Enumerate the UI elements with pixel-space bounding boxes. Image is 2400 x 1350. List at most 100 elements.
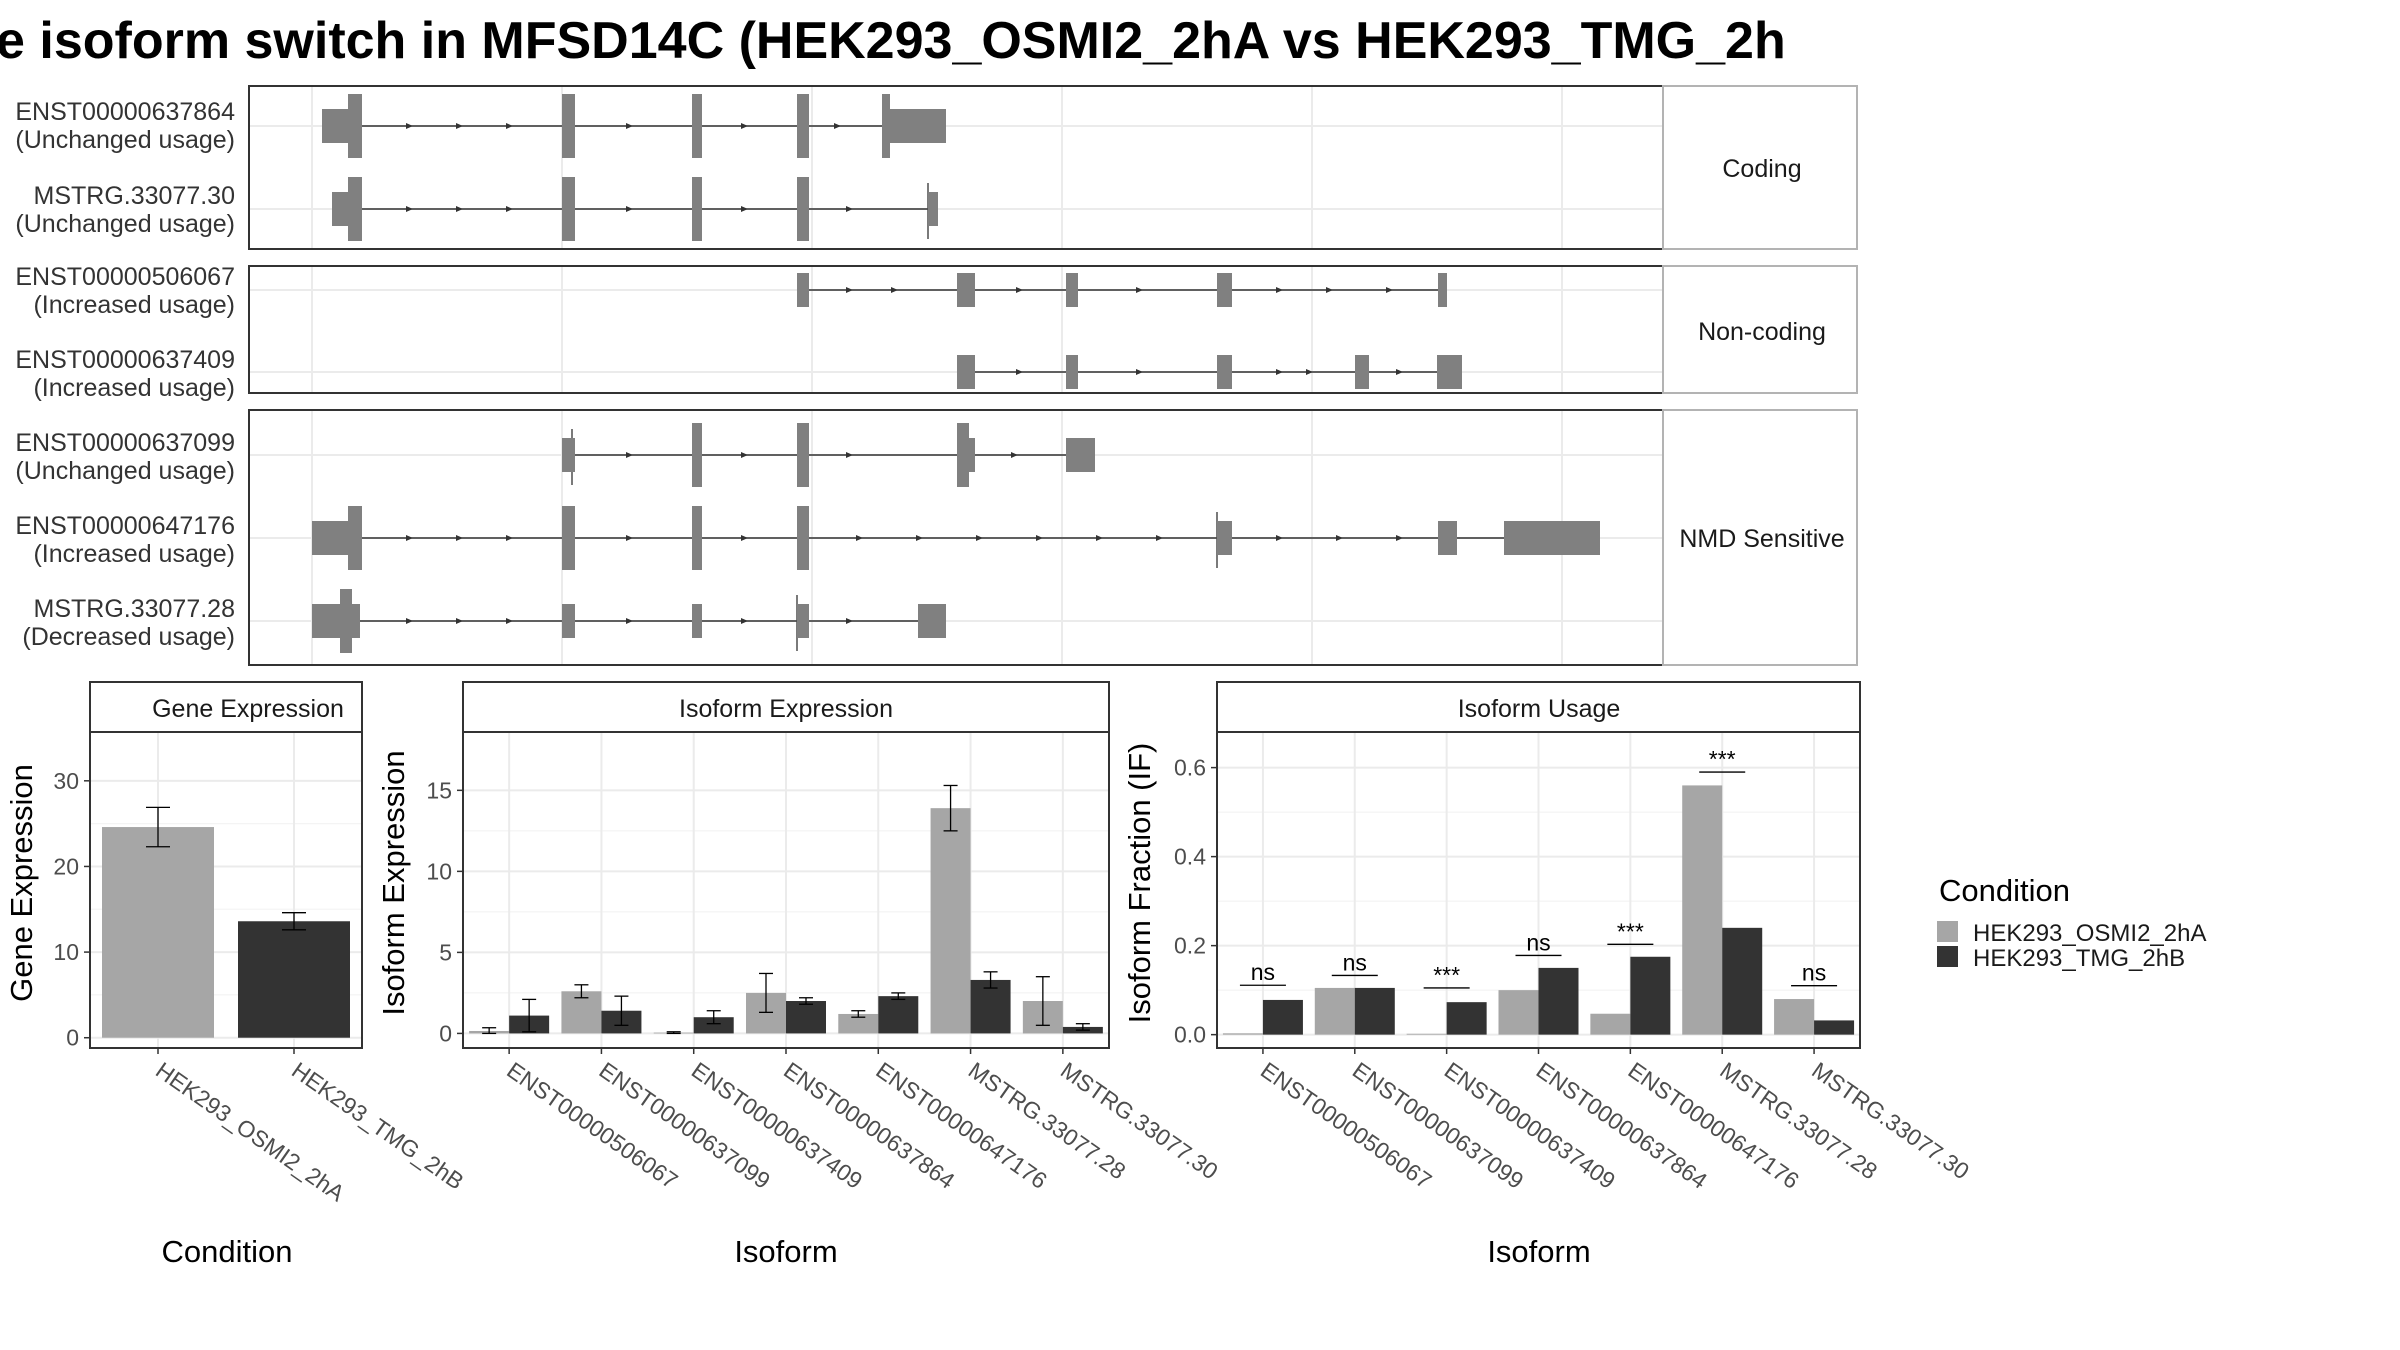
utr-exon [562,438,575,472]
strand-arrow [1156,535,1163,541]
coding-exon [562,506,575,570]
isoform-usage-y-axis-label: Isoform Fraction (IF) [1122,743,1157,1024]
bar [102,827,214,1038]
facet-strip [1662,265,1858,394]
structure-frames [248,85,1858,666]
panel-strip [1216,681,1861,733]
strand-arrow [626,618,633,624]
panel-strip [89,681,363,733]
isoform-label-id: ENST00000637409 [15,346,235,374]
strand-arrow [741,618,748,624]
facet-strip [1662,409,1858,666]
facet-strip-label-coding: Coding [1722,155,1801,183]
bar [693,1017,734,1034]
coding-exon [797,506,809,570]
utr-exon [1217,355,1232,389]
x-tick-label: ENST00000637864 [779,1057,960,1194]
bar [1354,987,1395,1035]
isoform-usage-strip-title: Isoform Usage [1458,695,1621,723]
panel-frame [89,731,363,1049]
bar [1774,999,1815,1035]
strand-arrow [976,535,983,541]
coding-exon [340,589,352,653]
strand-arrow [456,618,463,624]
utr-exon [797,604,809,638]
x-tick-label: MSTRG.33077.28 [964,1057,1131,1185]
y-tick-label: 15 [426,777,452,803]
utr-exon [692,604,702,638]
legend-title: Condition [1939,873,2070,908]
isoform-label-usage: (Increased usage) [33,374,235,402]
gene-expression-strip-title: Gene Expression [152,695,344,723]
x-tick-label: ENST00000637099 [595,1057,775,1194]
isoform-label-id: ENST00000506067 [15,263,235,291]
utr-exon [1066,355,1078,389]
facet-background [249,86,1663,249]
panel-frame [462,731,1110,1049]
isoform-label-usage: (Decreased usage) [22,623,235,651]
strand-arrow [626,123,633,129]
significance-label: *** [1617,918,1644,944]
bar [930,808,971,1034]
bar [1682,785,1723,1035]
bar [1498,990,1539,1035]
significance-label: ns [1343,949,1367,975]
utr-exon [332,192,350,226]
strand-arrow [1016,369,1023,375]
strand-arrow [856,535,863,541]
isoform-usage-panel: 0.0 0.2 0.4 0.6 ns ns *** ns *** *** ns ENST0000050… [1122,681,1974,1269]
utr-exon [1066,273,1078,307]
isoform-expression-panel: 051015ENST00000506067ENST00000637099ENST… [376,681,1223,1269]
y-tick-label: 0.4 [1174,844,1206,870]
strand-arrow [626,535,633,541]
legend-key-tmg [1937,946,1958,967]
bar [238,921,350,1038]
strand-arrow [1396,369,1403,375]
utr-exon [562,604,575,638]
strand-arrow [1016,287,1023,293]
x-tick-label: ENST00000647176 [871,1057,1051,1194]
x-tick-label: ENST00000637409 [1440,1057,1620,1194]
isoform-label-id: MSTRG.33077.30 [34,182,236,210]
x-tick-label: ENST00000506067 [502,1057,682,1194]
strand-arrow [456,123,463,129]
x-tick-label: ENST00000637864 [1532,1057,1713,1194]
isoform-label-usage: (Unchanged usage) [15,126,235,154]
y-tick-label: 0.0 [1174,1022,1206,1048]
x-tick-label: ENST00000647176 [1623,1057,1803,1194]
isoform-label-id: ENST00000647176 [15,512,235,540]
significance-label: ns [1802,960,1826,986]
isoform-label-id: ENST00000637099 [15,429,235,457]
y-tick-label: 0 [439,1020,452,1046]
strand-arrow [406,123,413,129]
y-tick-label: 10 [53,939,79,965]
bar [838,1013,879,1034]
isoform-label-id: MSTRG.33077.28 [34,595,236,623]
bar [878,996,919,1034]
y-tick-label: 0 [66,1025,79,1051]
isoform-expression-plot: 051015ENST00000506067ENST00000637099ENST… [426,681,1223,1194]
strand-arrow [1136,287,1143,293]
bar [1446,1002,1487,1035]
facet-strip-label-nmd: NMD Sensitive [1679,525,1844,553]
figure-title: e isoform switch in MFSD14C (HEK293_OSMI… [0,12,1786,70]
coding-exon [692,94,702,158]
utr-exon [1438,521,1457,555]
x-tick-label: ENST00000637099 [1348,1057,1528,1194]
strand-arrow [741,452,748,458]
y-tick-label: 10 [426,858,452,884]
legend-label-osmi2: HEK293_OSMI2_2hA [1973,920,2206,947]
strand-arrow [846,618,853,624]
strand-arrow [846,287,853,293]
bar [786,1001,826,1034]
strand-arrow [1336,535,1343,541]
isoform-expression-y-axis-label: Isoform Expression [376,750,411,1015]
significance-label: ns [1526,929,1550,955]
panel-frame [1216,731,1861,1049]
bar [1538,967,1579,1035]
coding-exon [692,423,702,487]
utr-exon [1504,521,1600,555]
strand-arrow [846,452,853,458]
utr-exon [797,273,809,307]
